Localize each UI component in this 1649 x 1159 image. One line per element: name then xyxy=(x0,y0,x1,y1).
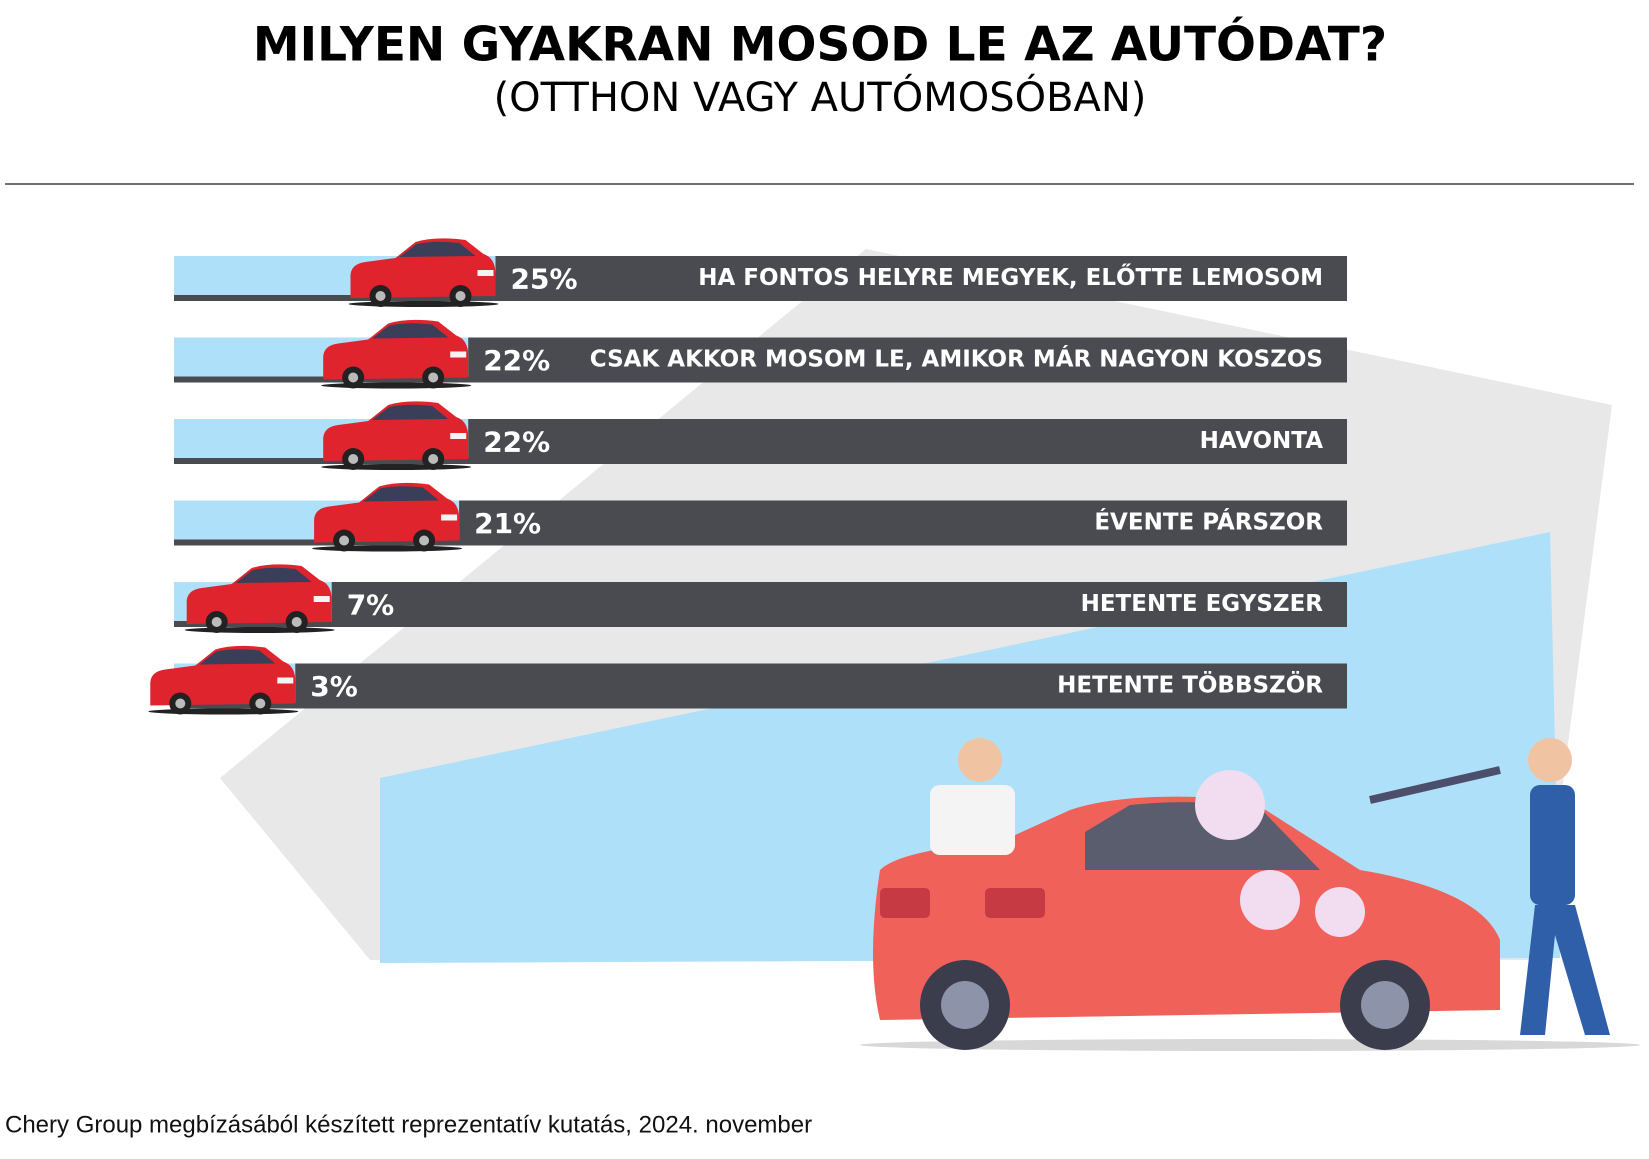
car-hub xyxy=(175,698,186,709)
bar-track xyxy=(174,663,1347,709)
car-window xyxy=(235,567,312,583)
chart-title: MILYEN GYAKRAN MOSOD LE AZ AUTÓDAT? xyxy=(253,18,1387,73)
category-label: ÉVENTE PÁRSZOR xyxy=(1094,508,1323,536)
car-hub xyxy=(348,454,359,464)
car-icon xyxy=(321,319,472,389)
car-light xyxy=(450,433,467,439)
car-light xyxy=(450,351,467,358)
bar-track xyxy=(174,582,1347,627)
source: Chery Group megbízásából készített repre… xyxy=(5,1111,812,1138)
car-hub xyxy=(211,617,222,627)
car-light xyxy=(277,677,294,684)
car-window xyxy=(363,486,440,502)
car-light xyxy=(313,596,330,602)
car-shadow xyxy=(148,708,299,715)
category-label: HA FONTOS HELYRE MEGYEK, ELŐTTE LEMOSOM xyxy=(698,263,1323,291)
car-hub xyxy=(339,535,350,546)
value-label: 3% xyxy=(310,670,358,703)
value-label: 22% xyxy=(483,344,550,377)
car-shadow xyxy=(321,382,472,389)
car-hub xyxy=(419,535,430,546)
car-window xyxy=(199,649,276,665)
car-shadow xyxy=(321,464,472,470)
value-label: 7% xyxy=(347,589,395,622)
car-hub xyxy=(348,372,359,383)
car-hub xyxy=(428,372,439,383)
category-label: HAVONTA xyxy=(1200,428,1324,454)
car-icon xyxy=(148,645,299,715)
car-shadow xyxy=(184,627,335,633)
category-label: HETENTE EGYSZER xyxy=(1081,591,1324,617)
chart-subtitle: (OTTHON VAGY AUTÓMOSÓBAN) xyxy=(494,73,1147,121)
car-window xyxy=(399,241,476,257)
category-label: HETENTE TÖBBSZÖR xyxy=(1057,671,1323,699)
category-label: CSAK AKKOR MOSOM LE, AMIKOR MÁR NAGYON K… xyxy=(590,345,1323,373)
car-hub xyxy=(428,454,439,464)
value-label: 21% xyxy=(474,507,541,540)
car-window xyxy=(372,323,449,339)
car-shadow xyxy=(312,545,463,552)
car-hub xyxy=(455,291,466,301)
car-icon xyxy=(184,564,335,633)
car-icon xyxy=(312,482,463,552)
value-label: 25% xyxy=(511,263,578,296)
car-hub xyxy=(291,617,302,627)
car-window xyxy=(372,404,449,420)
car-light xyxy=(441,514,458,521)
car-icon xyxy=(348,238,499,307)
car-icon xyxy=(321,401,472,470)
car-hub xyxy=(375,291,386,301)
car-light xyxy=(477,270,494,276)
value-label: 22% xyxy=(483,426,550,459)
illustration xyxy=(860,738,1640,1051)
car-shadow xyxy=(348,301,499,307)
car-hub xyxy=(255,698,266,709)
